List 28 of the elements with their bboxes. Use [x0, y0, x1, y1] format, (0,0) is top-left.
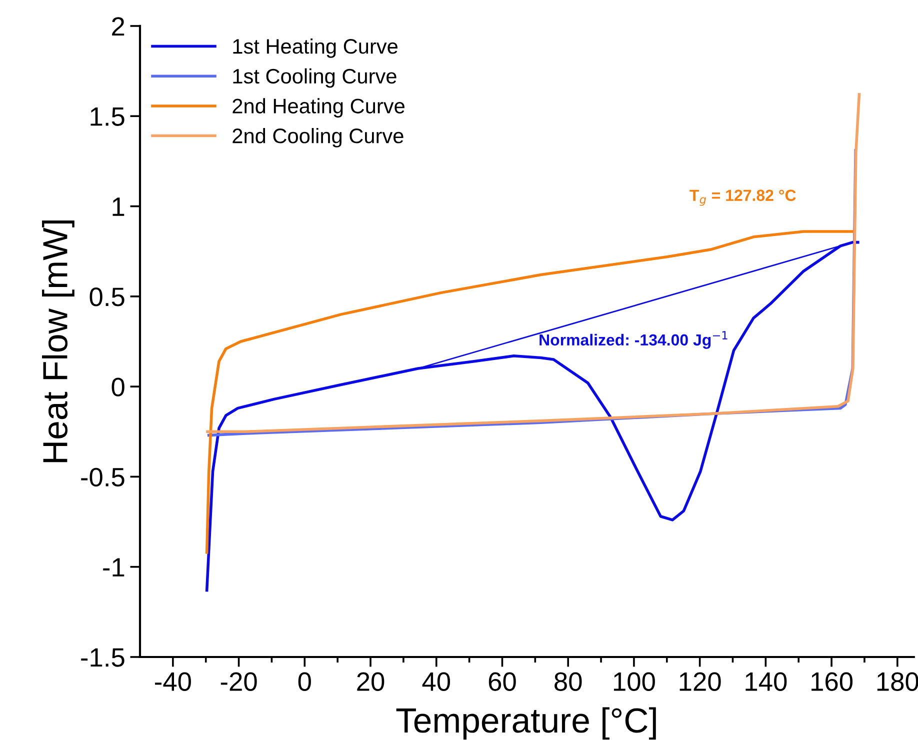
x-tick-label: 60: [488, 672, 516, 691]
x-tick-label: 180: [877, 672, 918, 691]
legend-label: 2nd Cooling Curve: [232, 128, 404, 148]
x-tick-label: 0: [298, 672, 311, 691]
x-tick-label: 160: [812, 672, 853, 691]
x-tick-label: 100: [614, 672, 655, 691]
y-tick-label: 1.5: [90, 108, 124, 126]
x-tick-label: 80: [554, 672, 582, 691]
x-tick-label: 120: [680, 672, 721, 691]
legend-label: 1st Heating Curve: [233, 38, 398, 58]
y-tick-label: -1.5: [81, 648, 124, 667]
annotation: Normalized: -134.00 Jg$^{−1}$: [540, 331, 728, 349]
y-tick-label: -1: [103, 558, 124, 576]
legend-label: 2nd Heating Curve: [232, 98, 404, 118]
x-axis-title: Temperature [°C]: [396, 707, 656, 740]
annotation: T$_{g}$ = 127.82 °C: [690, 190, 796, 206]
x-tick-label: 140: [746, 672, 787, 691]
y-tick-label: 0.5: [90, 288, 124, 306]
y-tick-label: 2: [112, 17, 124, 36]
y-tick-label: 0: [112, 378, 124, 396]
y-tick-label: 1: [112, 198, 124, 216]
x-tick-label: 20: [357, 672, 384, 691]
x-tick-label: 40: [422, 672, 450, 691]
x-tick-label: -40: [155, 672, 191, 691]
legend-label: 1st Cooling Curve: [233, 68, 396, 88]
x-tick-label: -20: [220, 672, 257, 691]
y-tick-label: -0.5: [81, 468, 124, 487]
y-axis-title: Heat Flow [mW]: [42, 220, 74, 462]
